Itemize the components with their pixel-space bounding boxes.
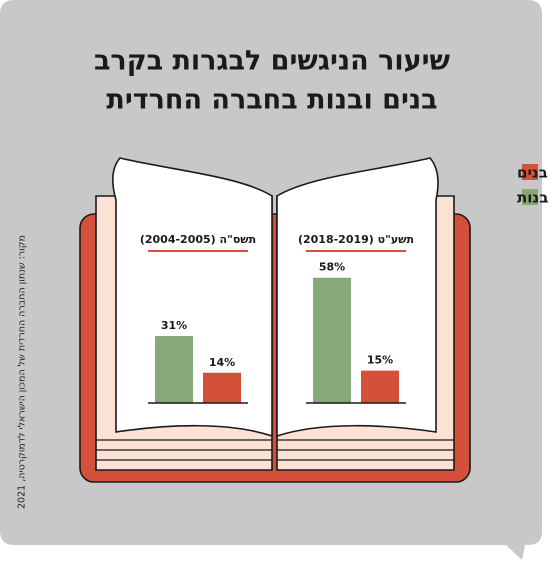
bar: [203, 372, 241, 403]
legend-swatch: [522, 164, 538, 180]
legend-swatch: [522, 189, 538, 205]
legend-label: בנים: [517, 164, 548, 182]
chart-title: בנים ובנות בחברה החרדית: [106, 85, 437, 116]
value-label: 31%: [161, 319, 187, 332]
source-note: מקור: שנתון החברה החרדית של המכון הישראל…: [17, 235, 28, 509]
value-label: 14%: [209, 356, 235, 369]
value-label: 15%: [367, 354, 393, 367]
panel-title: תשס"ה (2004-2005): [140, 233, 256, 246]
panel-title: תשע"ט (2018-2019): [298, 233, 414, 246]
bar: [155, 336, 193, 403]
chart-title: שיעור הניגשים לבגרות בקרב: [94, 46, 451, 77]
legend-label: בנות: [517, 189, 548, 207]
value-label: 58%: [319, 261, 345, 274]
bar: [361, 370, 399, 403]
bar: [313, 277, 351, 403]
